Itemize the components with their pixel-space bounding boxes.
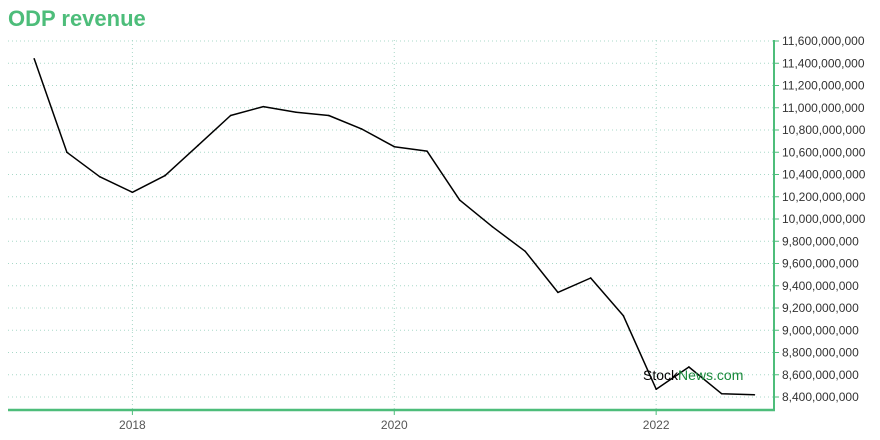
y-tick-label: 11,600,000,000	[782, 34, 865, 48]
y-tick-label: 10,200,000,000	[782, 190, 866, 204]
y-tick-label: 10,400,000,000	[782, 168, 866, 182]
data-point	[393, 145, 396, 148]
x-tick-label: 2022	[643, 418, 670, 432]
data-point	[458, 199, 461, 201]
data-point	[491, 225, 494, 228]
data-point	[33, 58, 35, 60]
y-tick-label: 11,000,000,000	[782, 101, 865, 115]
data-point	[229, 114, 232, 117]
data-point	[655, 388, 657, 391]
data-point	[66, 151, 68, 154]
y-tick-label: 11,200,000,000	[782, 79, 865, 93]
y-tick-label: 9,600,000,000	[782, 257, 859, 271]
x-tick-label: 2020	[381, 418, 408, 432]
y-tick-label: 8,400,000,000	[782, 390, 859, 404]
data-point	[197, 144, 199, 147]
data-point	[622, 314, 625, 317]
watermark-stock: Stock	[643, 367, 679, 383]
chart-title: ODP revenue	[8, 6, 146, 31]
data-point	[557, 291, 559, 294]
y-tick-label: 9,800,000,000	[782, 234, 859, 248]
data-point	[164, 174, 166, 177]
y-tick-label: 10,800,000,000	[782, 123, 866, 137]
data-point	[98, 175, 101, 178]
y-tick-label: 11,400,000,000	[782, 56, 865, 70]
data-point	[295, 111, 297, 113]
data-point	[688, 366, 690, 368]
y-tick-label: 8,600,000,000	[782, 368, 859, 382]
y-tick-label: 9,200,000,000	[782, 301, 859, 315]
data-point	[328, 114, 330, 117]
data-point	[524, 250, 527, 253]
watermark-news: News.com	[678, 367, 743, 383]
y-tick-label: 9,000,000,000	[782, 323, 859, 337]
x-tick-label: 2018	[119, 418, 146, 432]
data-point	[360, 128, 363, 130]
data-point	[589, 277, 592, 279]
series-layer	[33, 58, 756, 396]
watermark: StockNews.com	[643, 367, 743, 383]
y-tick-labels: 8,400,000,000 8,600,000,000 8,800,000,000 9…	[782, 34, 866, 404]
x-tick-labels: 2018 2020 2022	[119, 418, 670, 432]
axis-layer	[8, 40, 779, 415]
y-tick-label: 10,000,000,000	[782, 212, 866, 226]
data-point	[720, 392, 723, 395]
y-tick-label: 8,800,000,000	[782, 346, 859, 360]
data-point	[131, 191, 134, 194]
data-point	[426, 150, 428, 152]
grid-layer	[8, 40, 774, 410]
y-tick-label: 10,600,000,000	[782, 145, 866, 159]
data-point	[753, 393, 756, 396]
data-point	[262, 105, 265, 108]
y-tick-label: 9,400,000,000	[782, 279, 859, 293]
